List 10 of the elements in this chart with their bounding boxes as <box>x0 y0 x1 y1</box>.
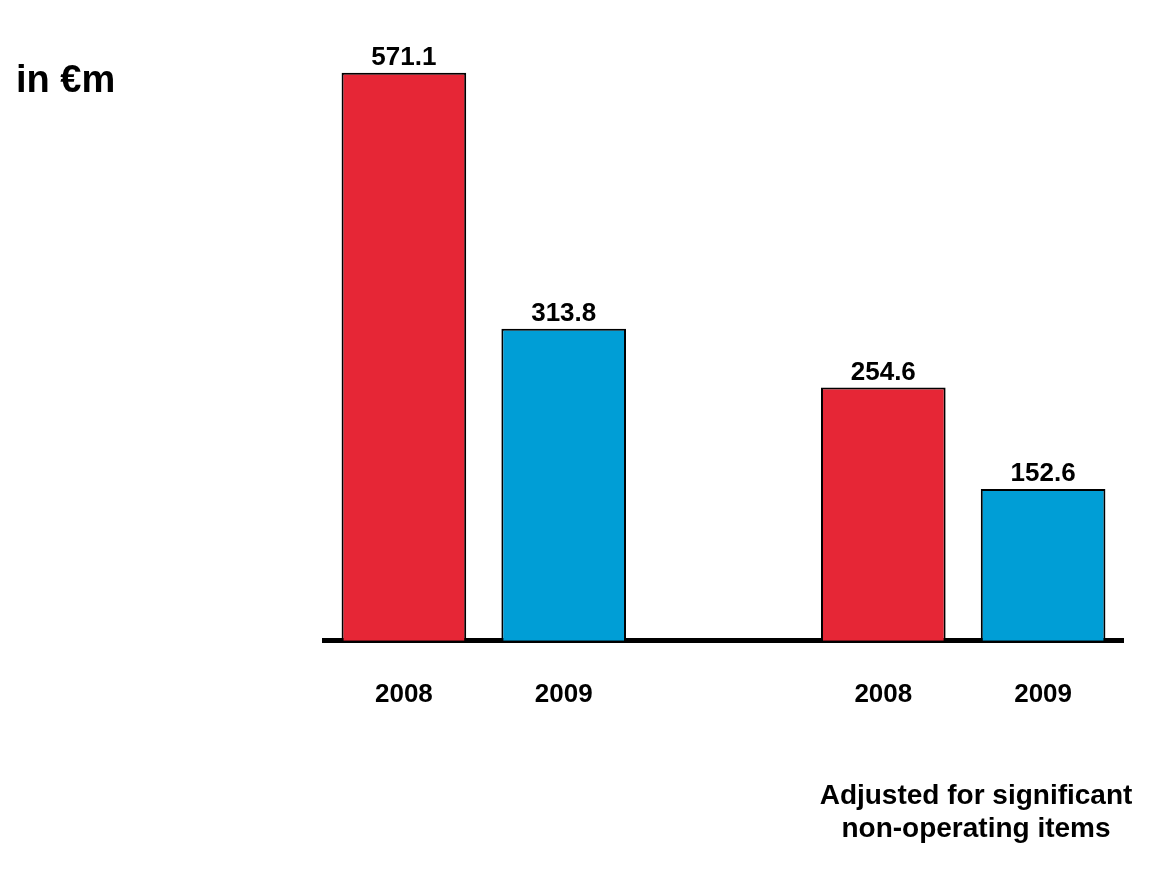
data-label: 152.6 <box>1010 457 1076 488</box>
x-tick-label: 2008 <box>854 677 913 708</box>
text: in €m <box>16 58 116 100</box>
text: Adjusted for significant non-operating items <box>819 779 1133 843</box>
data-label: 313.8 <box>531 296 597 327</box>
data-label: 254.6 <box>850 355 916 386</box>
x-tick-label: 2008 <box>374 677 433 708</box>
x-tick-label: 2009 <box>534 677 593 708</box>
data-label: 571.1 <box>371 40 437 71</box>
x-tick-label: 2009 <box>1014 677 1073 708</box>
